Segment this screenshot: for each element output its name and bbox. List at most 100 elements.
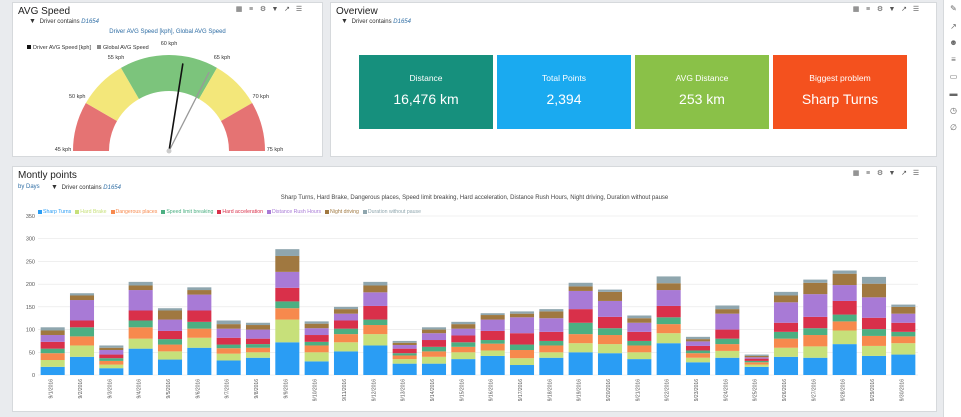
bar-segment[interactable]	[509, 350, 535, 359]
bar-segment[interactable]	[656, 317, 681, 325]
bar-segment[interactable]	[304, 335, 329, 342]
bar-segment[interactable]	[451, 342, 476, 347]
bar-segment[interactable]	[715, 350, 740, 358]
bar-segment[interactable]	[509, 365, 535, 375]
legend-item[interactable]: Hard acceleration	[217, 209, 263, 215]
bar-segment[interactable]	[744, 357, 769, 359]
bar-segment[interactable]	[597, 289, 623, 292]
bar-segment[interactable]	[451, 335, 476, 343]
bar-segment[interactable]	[451, 352, 476, 360]
bar-segment[interactable]	[627, 331, 652, 341]
chart-icon[interactable]: ▦	[235, 6, 243, 13]
legend-item[interactable]: Night driving	[325, 209, 359, 215]
bar-segment[interactable]	[539, 345, 564, 353]
bar-segment[interactable]	[715, 313, 740, 330]
bar-segment[interactable]	[480, 315, 505, 320]
bar-segment[interactable]	[832, 321, 857, 331]
bar-segment[interactable]	[333, 306, 359, 310]
bar-segment[interactable]	[773, 322, 799, 332]
bar-segment[interactable]	[891, 343, 916, 355]
bar-segment[interactable]	[275, 255, 300, 272]
bar-segment[interactable]	[128, 327, 153, 339]
bar-segment[interactable]	[480, 355, 505, 375]
bar-segment[interactable]	[627, 340, 652, 346]
bar-segment[interactable]	[685, 341, 711, 346]
database-icon[interactable]: ☰	[295, 6, 303, 13]
sliders-icon[interactable]: ≡	[865, 170, 871, 177]
bar-segment[interactable]	[861, 297, 887, 318]
bar-segment[interactable]	[715, 357, 740, 375]
bar-segment[interactable]	[421, 363, 447, 375]
bar-segment[interactable]	[685, 350, 711, 354]
bar-segment[interactable]	[627, 315, 652, 319]
bar-segment[interactable]	[744, 354, 769, 356]
bar-segment[interactable]	[363, 325, 388, 335]
bar-segment[interactable]	[715, 344, 740, 351]
bar-segment[interactable]	[363, 345, 388, 375]
by-days-link[interactable]: by Days	[18, 184, 40, 190]
bar-segment[interactable]	[157, 330, 183, 340]
bar-segment[interactable]	[803, 294, 828, 317]
overview-filter[interactable]: ▼ Driver contains D1654	[341, 18, 411, 25]
bar-segment[interactable]	[773, 347, 799, 357]
bar-segment[interactable]	[275, 319, 300, 343]
bar-segment[interactable]	[392, 363, 417, 375]
bar-segment[interactable]	[157, 359, 183, 375]
pencil-icon[interactable]: ✎	[950, 4, 957, 13]
users-icon[interactable]: ☻	[949, 38, 958, 47]
bar-segment[interactable]	[128, 348, 153, 375]
bar-segment[interactable]	[451, 324, 476, 329]
bar-segment[interactable]	[509, 313, 535, 318]
bar-segment[interactable]	[656, 343, 681, 375]
bar-segment[interactable]	[451, 321, 476, 325]
bar-segment[interactable]	[187, 328, 212, 338]
bar-segment[interactable]	[597, 300, 623, 317]
chart-icon[interactable]: ▦	[852, 170, 860, 177]
bar-segment[interactable]	[597, 328, 623, 336]
bar-segment[interactable]	[392, 353, 417, 356]
bar-segment[interactable]	[216, 348, 241, 354]
bar-segment[interactable]	[685, 353, 711, 358]
bar-segment[interactable]	[275, 301, 300, 309]
bar-segment[interactable]	[40, 335, 65, 342]
bar-segment[interactable]	[803, 282, 828, 295]
bar-segment[interactable]	[421, 356, 447, 364]
bar-segment[interactable]	[597, 335, 623, 345]
bar-segment[interactable]	[685, 339, 711, 342]
bar-segment[interactable]	[861, 355, 887, 375]
export-icon[interactable]: ↗	[901, 6, 907, 13]
bar-segment[interactable]	[40, 353, 65, 361]
bar-segment[interactable]	[304, 345, 329, 353]
bar-segment[interactable]	[245, 338, 271, 345]
bar-segment[interactable]	[187, 310, 212, 322]
bar-segment[interactable]	[568, 290, 593, 310]
database-icon[interactable]: ☰	[912, 170, 920, 177]
bar-segment[interactable]	[363, 285, 388, 293]
bar-segment[interactable]	[509, 358, 535, 366]
folder-icon[interactable]: ▬	[949, 89, 958, 98]
bar-segment[interactable]	[480, 313, 505, 316]
bar-segment[interactable]	[656, 283, 681, 291]
legend-item[interactable]: Sharp Turns	[38, 209, 71, 215]
bar-segment[interactable]	[656, 290, 681, 306]
bar-segment[interactable]	[744, 355, 769, 358]
bar-segment[interactable]	[627, 359, 652, 375]
bar-segment[interactable]	[656, 305, 681, 318]
bar-segment[interactable]	[715, 309, 740, 314]
bar-segment[interactable]	[245, 322, 271, 326]
bar-segment[interactable]	[304, 328, 329, 336]
bar-segment[interactable]	[744, 362, 769, 365]
bar-segment[interactable]	[333, 309, 359, 314]
bar-segment[interactable]	[69, 336, 95, 346]
tile-distance[interactable]: Distance 16,476 km	[359, 55, 493, 129]
legend-item[interactable]: Distance Rush Hours	[267, 209, 321, 215]
bar-segment[interactable]	[216, 353, 241, 361]
comments-icon[interactable]: ▭	[949, 72, 958, 81]
bar-segment[interactable]	[363, 281, 388, 286]
legend-item[interactable]: Speed limit breaking	[161, 209, 213, 215]
sliders-icon[interactable]: ≡	[248, 6, 254, 13]
bar-segment[interactable]	[99, 345, 124, 348]
legend-item[interactable]: Duration without pause	[362, 209, 421, 215]
bar-segment[interactable]	[216, 320, 241, 325]
bar-segment[interactable]	[539, 309, 564, 312]
